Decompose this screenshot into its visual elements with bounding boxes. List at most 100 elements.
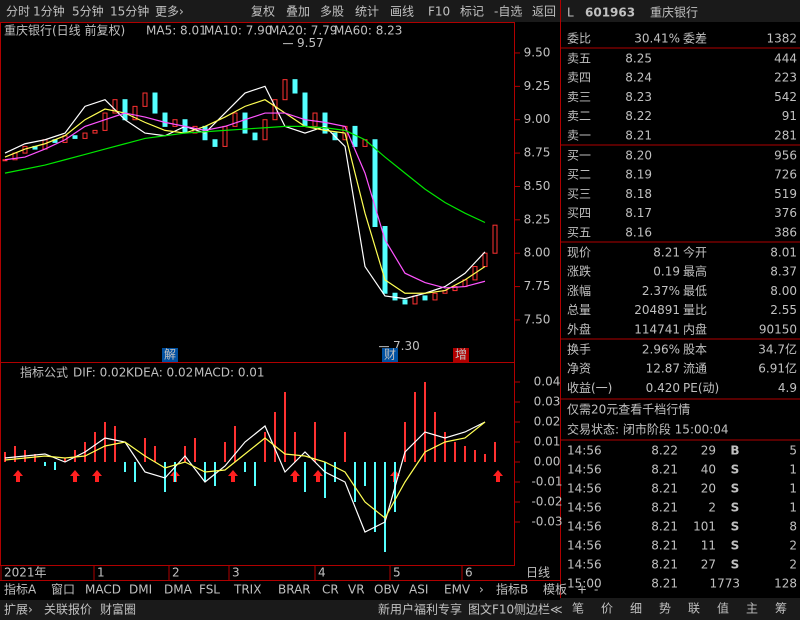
toolbar-button[interactable]: 5分钟 <box>72 4 104 19</box>
status-item[interactable]: 关联报价 <box>44 602 92 617</box>
toolbar-bg <box>0 0 800 22</box>
toolbar-button[interactable]: 标记 <box>460 5 484 19</box>
candle <box>112 99 118 114</box>
indicator-tab[interactable]: › <box>479 583 484 597</box>
arrow <box>290 470 300 482</box>
panel-tab[interactable]: 主 <box>746 602 758 616</box>
y-tick-label: 8.75 <box>524 146 551 160</box>
status-item[interactable]: 侧边栏≪ <box>514 602 563 617</box>
indicator-tab[interactable]: DMA <box>164 583 193 597</box>
trade-volume: 40 <box>701 463 716 477</box>
indicator-tab[interactable]: VR <box>348 583 365 597</box>
trade-side: S <box>731 482 740 496</box>
label: PE(动) <box>683 381 719 395</box>
event-badge <box>453 348 469 362</box>
value: 0.19 <box>653 265 680 279</box>
period-label: 日线 <box>526 566 550 580</box>
arrow <box>493 470 503 482</box>
price: 8.17 <box>625 206 652 220</box>
signal-arrows <box>13 470 503 482</box>
trade-count: 2 <box>789 558 797 572</box>
arrow <box>92 470 102 482</box>
y-tick-label: 9.50 <box>524 45 551 59</box>
volume: 956 <box>774 149 797 163</box>
label: 买二 <box>567 168 591 182</box>
status-item[interactable]: 财富圈 <box>100 602 136 617</box>
indicator-tab[interactable]: BRAR <box>278 583 311 597</box>
arrow <box>313 470 323 482</box>
ma-line <box>4 125 486 224</box>
status-item[interactable]: 新用户福利专享 <box>378 602 462 617</box>
toolbar-button[interactable]: 叠加 <box>286 5 310 19</box>
indicator-tab[interactable]: EMV <box>444 583 471 597</box>
panel-tab[interactable]: 细 <box>630 602 642 616</box>
trade-side: S <box>731 501 740 515</box>
y-tick-label: 0.00 <box>534 455 561 469</box>
panel-tab[interactable]: 联 <box>688 602 700 616</box>
trade-time: 14:56 <box>567 539 602 553</box>
time-label: 2021年 <box>4 566 47 580</box>
toolbar-button[interactable]: 分时 <box>6 5 30 19</box>
label: 卖五 <box>567 52 591 66</box>
indicator-tab[interactable]: 窗口 <box>51 583 75 597</box>
toolbar-button[interactable]: F10 <box>428 5 450 19</box>
value: 8.01 <box>770 246 797 260</box>
indicator-tab[interactable]: - <box>594 583 598 597</box>
value: 90150 <box>759 322 797 336</box>
candle <box>192 125 198 134</box>
candle <box>412 295 418 305</box>
toolbar-button[interactable]: 返回 <box>532 5 556 19</box>
trade-status: 交易状态: 闭市阶段 15:00:04 <box>567 422 729 437</box>
toolbar-button[interactable]: 统计 <box>355 5 379 19</box>
indicator-tab[interactable]: 指标B <box>496 582 528 597</box>
y-tick-label: 0.03 <box>534 395 561 409</box>
volume: 91 <box>782 109 797 123</box>
trade-volume: 101 <box>693 520 716 534</box>
trade-price: 8.21 <box>651 577 678 591</box>
status-item[interactable]: 图文F10 <box>468 602 514 617</box>
indicator-tab[interactable]: MACD <box>85 583 121 597</box>
indicator-tab[interactable]: 模板 <box>543 583 567 597</box>
panel-tab[interactable]: 势 <box>659 602 671 616</box>
indicator-tab[interactable]: CR <box>322 583 339 597</box>
toolbar-button[interactable]: 1分钟 <box>33 4 65 19</box>
candle <box>212 139 218 147</box>
indicator-tab[interactable]: OBV <box>374 583 400 597</box>
label: 涨跌 <box>567 264 591 279</box>
panel-tab[interactable]: 值 <box>717 601 729 616</box>
indicator-tab[interactable]: ASI <box>409 583 428 597</box>
stock-code: 601963 <box>585 6 635 20</box>
toolbar-button[interactable]: 更多› <box>155 5 184 19</box>
label: 内盘 <box>683 321 707 336</box>
trade-price: 8.21 <box>651 558 678 572</box>
status-item[interactable]: 扩展› <box>4 603 33 617</box>
panel-tab[interactable]: 价 <box>601 602 613 616</box>
toolbar-button[interactable]: 15分钟 <box>110 4 149 19</box>
value: 2.96% <box>642 343 680 357</box>
label: 卖四 <box>567 71 591 85</box>
ma-line <box>4 99 486 294</box>
y-tick-label: 9.25 <box>524 79 551 93</box>
trade-volume: 11 <box>701 539 716 553</box>
toolbar-button[interactable]: 画线 <box>390 5 414 19</box>
panel-tab[interactable]: 筹 <box>775 602 787 616</box>
toolbar-button[interactable]: 多股 <box>320 5 344 19</box>
toolbar-button[interactable]: -自选 <box>494 5 522 19</box>
candle <box>262 119 268 141</box>
indicator-tab[interactable]: FSL <box>199 583 220 597</box>
trade-side: S <box>731 463 740 477</box>
chart-title: 指标公式 <box>20 365 68 380</box>
indicator-tab[interactable]: TRIX <box>233 583 261 597</box>
value: 8.21 <box>653 246 680 260</box>
indicator-tab[interactable]: + <box>577 583 587 597</box>
panel-tab[interactable]: 笔 <box>572 601 584 616</box>
label: 净资 <box>567 362 591 376</box>
toolbar-button[interactable]: 复权 <box>251 5 275 19</box>
indicator-tab[interactable]: 指标A <box>4 582 37 597</box>
trade-time: 14:56 <box>567 520 602 534</box>
trade-count: 1 <box>789 463 797 477</box>
y-tick-label: 8.25 <box>524 212 551 226</box>
indicator-tab[interactable]: DMI <box>129 583 152 597</box>
candle <box>482 252 488 268</box>
label: 总量 <box>567 303 591 317</box>
